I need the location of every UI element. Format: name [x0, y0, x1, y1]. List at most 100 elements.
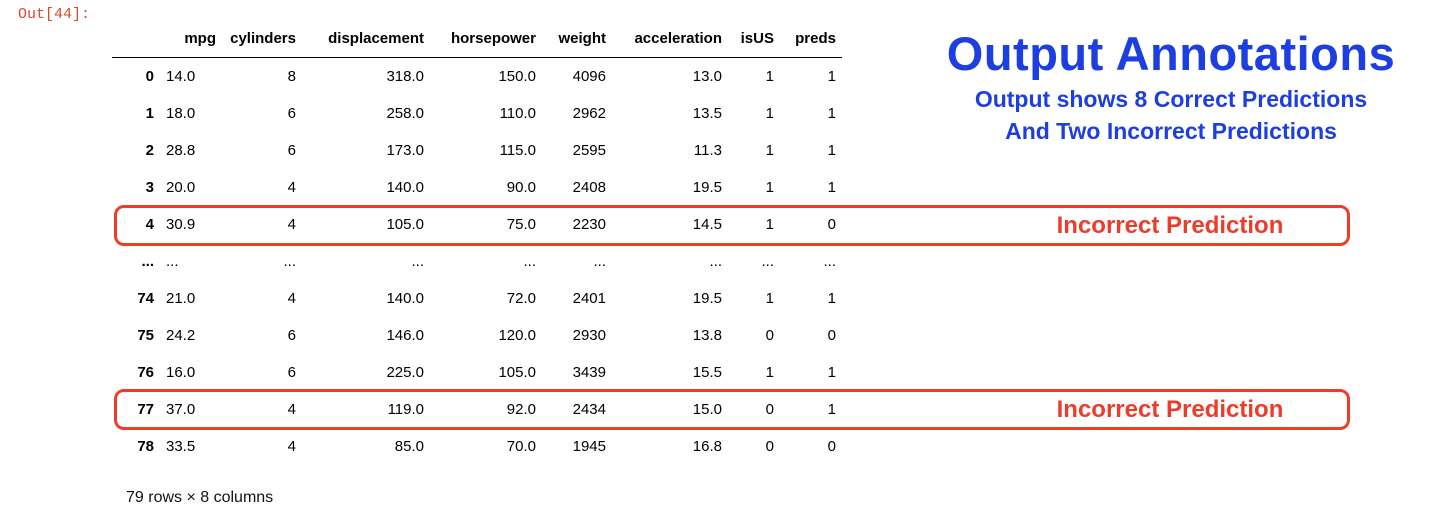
cell-preds: 0: [827, 216, 836, 233]
cell-cylinders: 4: [287, 179, 296, 196]
cell-horsepower: 92.0: [506, 401, 536, 418]
table-row: 0 14.0 8 318.0 150.0 4096 13.0 1 1: [112, 58, 842, 96]
incorrect-prediction-highlight-row-4: [114, 205, 1350, 246]
cell-mpg: 21.0: [166, 290, 196, 307]
cell-mpg: 16.0: [166, 364, 196, 381]
cell-weight: 2230: [572, 216, 606, 233]
cell-displacement: 173.0: [386, 142, 424, 159]
row-index-cell: 1: [145, 105, 154, 122]
row-index-cell: 4: [145, 216, 154, 233]
annotation-title: Output Annotations: [946, 27, 1396, 80]
column-header-preds: preds: [780, 20, 842, 58]
cell-acceleration: 14.5: [692, 216, 722, 233]
cell-isus: ...: [761, 253, 774, 270]
incorrect-prediction-label-row-77: Incorrect Prediction: [1056, 396, 1284, 423]
cell-acceleration: 19.5: [692, 290, 722, 307]
table-row: 3 20.0 4 140.0 90.0 2408 19.5 1 1: [112, 169, 842, 206]
row-index-cell: 0: [145, 68, 154, 85]
column-header-mpg: mpg: [160, 20, 222, 58]
table-row: 77 37.0 4 119.0 92.0 2434 15.0 0 1: [112, 391, 842, 428]
row-index-cell: 78: [137, 438, 154, 455]
cell-mpg: 24.2: [166, 327, 196, 344]
column-header-index: [112, 20, 160, 58]
cell-horsepower: 115.0: [499, 142, 536, 159]
cell-mpg: 33.5: [166, 438, 196, 455]
cell-weight: 1945: [572, 438, 606, 455]
cell-horsepower: 70.0: [506, 438, 536, 455]
cell-acceleration: 13.0: [692, 68, 722, 85]
cell-horsepower: 72.0: [506, 290, 536, 307]
cell-weight: 2401: [572, 290, 606, 307]
cell-weight: 2408: [572, 179, 606, 196]
cell-acceleration: 13.8: [692, 327, 722, 344]
cell-mpg: ...: [166, 253, 179, 270]
cell-cylinders: 4: [287, 401, 296, 418]
column-header-acceleration: acceleration: [612, 20, 728, 58]
cell-isus: 0: [765, 401, 774, 418]
cell-isus: 1: [765, 216, 774, 233]
cell-horsepower: ...: [523, 253, 536, 270]
column-header-isus: isUS: [728, 20, 780, 58]
cell-weight: 2930: [572, 327, 606, 344]
cell-weight: 2595: [572, 142, 606, 159]
cell-weight: 3439: [572, 364, 606, 381]
cell-displacement: 140.0: [386, 179, 424, 196]
cell-horsepower: 105.0: [498, 364, 536, 381]
cell-cylinders: 4: [287, 438, 296, 455]
incorrect-prediction-highlight-row-77: [114, 389, 1350, 430]
cell-horsepower: 120.0: [498, 327, 536, 344]
cell-mpg: 20.0: [166, 179, 196, 196]
cell-displacement: 225.0: [386, 364, 424, 381]
dataframe-shape-caption: 79 rows × 8 columns: [126, 489, 274, 506]
cell-horsepower: 110.0: [499, 105, 536, 122]
cell-weight: ...: [593, 253, 606, 270]
cell-preds: 1: [827, 290, 836, 307]
cell-acceleration: ...: [709, 253, 722, 270]
cell-preds: 1: [827, 401, 836, 418]
annotation-subtitle-line2: And Two Incorrect Predictions: [1005, 118, 1337, 144]
table-body: 0 14.0 8 318.0 150.0 4096 13.0 1 1 1 18.0 6 258.0 110…: [112, 58, 842, 466]
column-header-cylinders: cylinders: [222, 20, 302, 58]
cell-preds: ...: [823, 253, 836, 270]
row-index-cell: 3: [145, 179, 154, 196]
cell-isus: 0: [765, 438, 774, 455]
cell-cylinders: 4: [287, 290, 296, 307]
cell-cylinders: 6: [287, 327, 296, 344]
cell-isus: 1: [765, 364, 774, 381]
cell-cylinders: 6: [287, 105, 296, 122]
cell-preds: 0: [827, 327, 836, 344]
column-header-weight: weight: [542, 20, 612, 58]
cell-mpg: 14.0: [166, 68, 196, 85]
cell-preds: 1: [827, 179, 836, 196]
table-row: 4 30.9 4 105.0 75.0 2230 14.5 1 0: [112, 206, 842, 243]
cell-cylinders: 6: [287, 364, 296, 381]
cell-acceleration: 16.8: [692, 438, 722, 455]
table-row: 75 24.2 6 146.0 120.0 2930 13.8 0 0: [112, 317, 842, 354]
cell-displacement: 140.0: [386, 290, 424, 307]
cell-acceleration: 11.3: [693, 142, 722, 159]
cell-displacement: 105.0: [386, 216, 424, 233]
cell-displacement: ...: [411, 253, 424, 270]
cell-displacement: 258.0: [386, 105, 424, 122]
cell-mpg: 37.0: [166, 401, 196, 418]
cell-preds: 1: [827, 68, 836, 85]
cell-horsepower: 75.0: [506, 216, 536, 233]
cell-mpg: 30.9: [166, 216, 196, 233]
cell-preds: 1: [827, 142, 836, 159]
row-index-cell: 74: [137, 290, 154, 307]
annotation-subtitle-line1: Output shows 8 Correct Predictions: [974, 86, 1368, 112]
table-row: 74 21.0 4 140.0 72.0 2401 19.5 1 1: [112, 280, 842, 317]
cell-mpg: 28.8: [166, 142, 196, 159]
cell-displacement: 146.0: [386, 327, 424, 344]
cell-acceleration: 13.5: [692, 105, 722, 122]
cell-isus: 1: [765, 68, 774, 85]
table-row: 78 33.5 4 85.0 70.0 1945 16.8 0 0: [112, 428, 842, 465]
table-row: 2 28.8 6 173.0 115.0 2595 11.3 1 1: [112, 132, 842, 169]
cell-preds: 1: [827, 364, 836, 381]
cell-isus: 1: [765, 142, 774, 159]
cell-mpg: 18.0: [166, 105, 196, 122]
cell-isus: 1: [765, 105, 774, 122]
row-index-cell: 76: [137, 364, 154, 381]
cell-preds: 0: [827, 438, 836, 455]
